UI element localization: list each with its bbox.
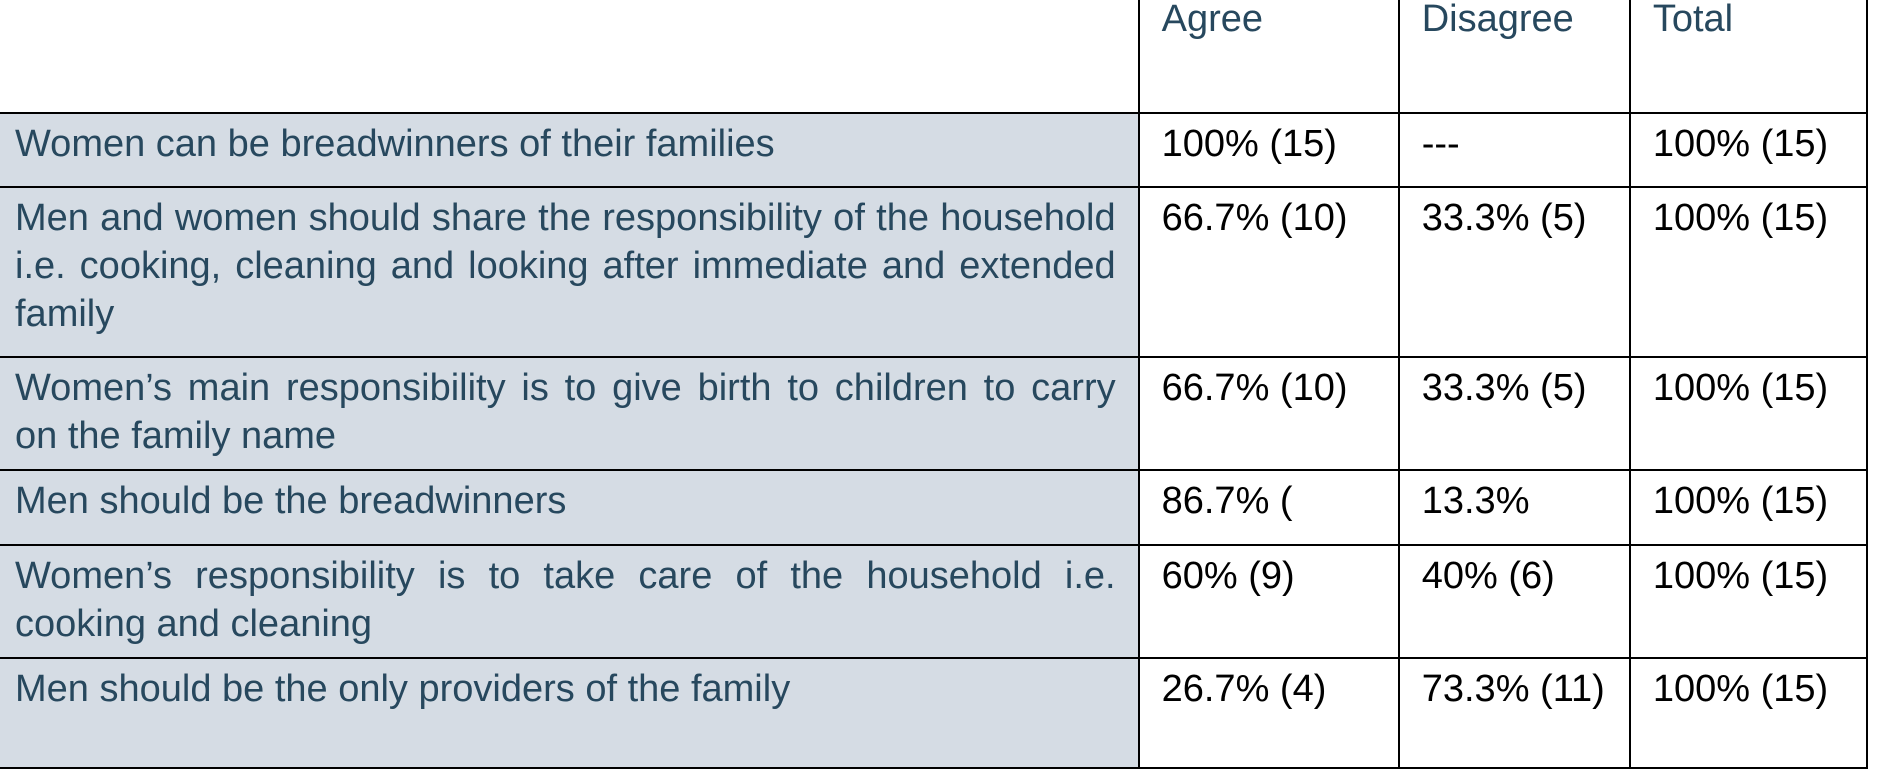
total-cell: 100% (15) (1628, 112, 1869, 188)
table-row: Women can be breadwinners of their famil… (0, 112, 1869, 188)
agree-cell: 100% (15) (1137, 112, 1400, 188)
total-cell: 100% (15) (1628, 469, 1869, 546)
agree-cell: 26.7% (4) (1137, 657, 1400, 769)
disagree-cell: --- (1397, 112, 1631, 188)
total-cell: 100% (15) (1628, 544, 1869, 659)
header-row: Agree Disagree Total (0, 0, 1869, 114)
header-total: Total (1628, 0, 1869, 114)
agree-cell: 66.7% (10) (1137, 356, 1400, 471)
agree-cell: 60% (9) (1137, 544, 1400, 659)
table-row: Men should be the breadwinners 86.7% ( 1… (0, 469, 1869, 546)
header-blank-cell (0, 0, 1140, 114)
statement-cell: Women’s main responsibility is to give b… (0, 356, 1140, 471)
disagree-cell: 13.3% (1397, 469, 1631, 546)
statement-cell: Women’s responsibility is to take care o… (0, 544, 1140, 659)
total-cell: 100% (15) (1628, 186, 1869, 358)
disagree-cell: 73.3% (11) (1397, 657, 1631, 769)
total-cell: 100% (15) (1628, 657, 1869, 769)
statement-cell: Women can be breadwinners of their famil… (0, 112, 1140, 188)
disagree-cell: 33.3% (5) (1397, 356, 1631, 471)
disagree-cell: 33.3% (5) (1397, 186, 1631, 358)
table-row: Women’s responsibility is to take care o… (0, 544, 1869, 659)
table-row: Women’s main responsibility is to give b… (0, 356, 1869, 471)
header-disagree: Disagree (1397, 0, 1631, 114)
statement-cell: Men and women should share the responsib… (0, 186, 1140, 358)
header-agree: Agree (1137, 0, 1400, 114)
disagree-cell: 40% (6) (1397, 544, 1631, 659)
agree-cell: 66.7% (10) (1137, 186, 1400, 358)
agree-cell: 86.7% ( (1137, 469, 1400, 546)
statement-cell: Men should be the breadwinners (0, 469, 1140, 546)
total-cell: 100% (15) (1628, 356, 1869, 471)
statement-cell: Men should be the only providers of the … (0, 657, 1140, 769)
table-row: Men should be the only providers of the … (0, 657, 1869, 769)
table-row: Men and women should share the responsib… (0, 186, 1869, 358)
